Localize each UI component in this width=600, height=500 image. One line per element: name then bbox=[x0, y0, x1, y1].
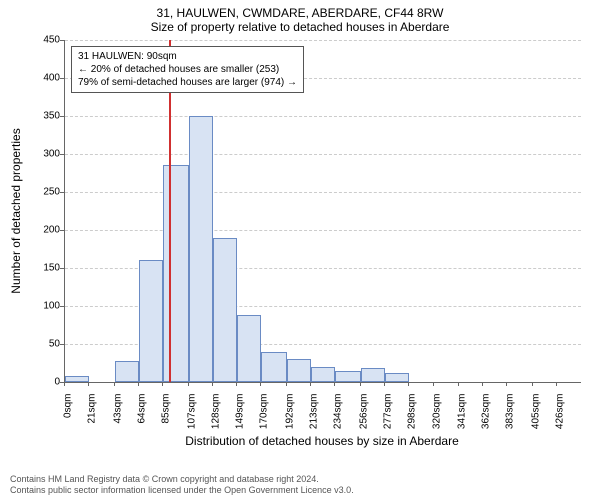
info-box-line: 79% of semi-detached houses are larger (… bbox=[78, 76, 297, 89]
y-tick-label: 50 bbox=[49, 339, 60, 350]
info-box-line: ← 20% of detached houses are smaller (25… bbox=[78, 63, 297, 76]
footer-line-2: Contains public sector information licen… bbox=[10, 485, 354, 495]
grid-line bbox=[65, 154, 581, 155]
y-tick-label: 100 bbox=[43, 301, 60, 312]
histogram-bar bbox=[189, 116, 213, 382]
y-tick-label: 450 bbox=[43, 35, 60, 46]
x-tick-label: 192sqm bbox=[284, 394, 295, 430]
x-tick-label: 277sqm bbox=[382, 394, 393, 430]
histogram-bar bbox=[311, 367, 335, 382]
x-tick-label: 64sqm bbox=[136, 394, 147, 424]
x-tick-mark bbox=[212, 382, 213, 386]
x-tick-label: 85sqm bbox=[161, 394, 172, 424]
y-tick-mark bbox=[60, 306, 64, 307]
x-tick-mark bbox=[64, 382, 65, 386]
chart-container: 31, HAULWEN, CWMDARE, ABERDARE, CF44 8RW… bbox=[0, 0, 600, 500]
histogram-bar bbox=[287, 359, 311, 382]
y-tick-mark bbox=[60, 78, 64, 79]
x-tick-mark bbox=[162, 382, 163, 386]
info-box: 31 HAULWEN: 90sqm← 20% of detached house… bbox=[71, 46, 304, 93]
histogram-bar bbox=[163, 165, 188, 382]
y-tick-label: 300 bbox=[43, 149, 60, 160]
x-tick-mark bbox=[408, 382, 409, 386]
x-tick-mark bbox=[433, 382, 434, 386]
x-tick-mark bbox=[310, 382, 311, 386]
histogram-bar bbox=[361, 368, 385, 382]
x-tick-label: 128sqm bbox=[210, 394, 221, 430]
x-tick-label: 21sqm bbox=[87, 394, 98, 424]
grid-line bbox=[65, 230, 581, 231]
x-tick-mark bbox=[334, 382, 335, 386]
y-tick-mark bbox=[60, 192, 64, 193]
grid-line bbox=[65, 116, 581, 117]
x-tick-label: 107sqm bbox=[186, 394, 197, 430]
x-tick-label: 426sqm bbox=[554, 394, 565, 430]
y-tick-label: 150 bbox=[43, 263, 60, 274]
x-tick-mark bbox=[188, 382, 189, 386]
y-tick-mark bbox=[60, 230, 64, 231]
histogram-bar bbox=[65, 376, 89, 382]
y-tick-label: 400 bbox=[43, 73, 60, 84]
y-axis-label: Number of detached properties bbox=[9, 128, 23, 293]
histogram-bar bbox=[261, 352, 286, 382]
chart-subtitle: Size of property relative to detached ho… bbox=[0, 20, 600, 34]
x-tick-label: 256sqm bbox=[358, 394, 369, 430]
x-tick-label: 341sqm bbox=[456, 394, 467, 430]
y-tick-mark bbox=[60, 116, 64, 117]
y-tick-mark bbox=[60, 154, 64, 155]
y-tick-mark bbox=[60, 344, 64, 345]
x-tick-mark bbox=[286, 382, 287, 386]
x-tick-label: 383sqm bbox=[505, 394, 516, 430]
x-tick-label: 320sqm bbox=[432, 394, 443, 430]
grid-line bbox=[65, 192, 581, 193]
x-tick-mark bbox=[506, 382, 507, 386]
x-tick-label: 0sqm bbox=[63, 394, 74, 418]
histogram-bar bbox=[139, 260, 163, 382]
y-tick-label: 250 bbox=[43, 187, 60, 198]
x-tick-mark bbox=[236, 382, 237, 386]
x-tick-label: 43sqm bbox=[112, 394, 123, 424]
y-tick-label: 200 bbox=[43, 225, 60, 236]
x-tick-mark bbox=[260, 382, 261, 386]
x-tick-label: 405sqm bbox=[530, 394, 541, 430]
histogram-bar bbox=[213, 238, 237, 382]
x-tick-mark bbox=[384, 382, 385, 386]
y-tick-mark bbox=[60, 268, 64, 269]
y-tick-mark bbox=[60, 40, 64, 41]
histogram-bar bbox=[115, 361, 139, 382]
x-tick-mark bbox=[88, 382, 89, 386]
x-tick-mark bbox=[458, 382, 459, 386]
y-tick-label: 350 bbox=[43, 111, 60, 122]
info-box-line: 31 HAULWEN: 90sqm bbox=[78, 50, 297, 63]
plot-area: 31 HAULWEN: 90sqm← 20% of detached house… bbox=[64, 40, 581, 383]
histogram-bar bbox=[237, 315, 261, 382]
x-tick-mark bbox=[138, 382, 139, 386]
chart-title-address: 31, HAULWEN, CWMDARE, ABERDARE, CF44 8RW bbox=[0, 6, 600, 20]
x-tick-mark bbox=[556, 382, 557, 386]
x-tick-mark bbox=[482, 382, 483, 386]
x-tick-label: 362sqm bbox=[480, 394, 491, 430]
x-tick-mark bbox=[532, 382, 533, 386]
footer-line-1: Contains HM Land Registry data © Crown c… bbox=[10, 474, 319, 484]
grid-line bbox=[65, 40, 581, 41]
x-tick-label: 149sqm bbox=[235, 394, 246, 430]
histogram-bar bbox=[335, 371, 360, 382]
x-tick-label: 213sqm bbox=[308, 394, 319, 430]
x-tick-label: 298sqm bbox=[407, 394, 418, 430]
x-tick-label: 234sqm bbox=[333, 394, 344, 430]
x-tick-label: 170sqm bbox=[259, 394, 270, 430]
histogram-bar bbox=[385, 373, 409, 382]
x-axis-label: Distribution of detached houses by size … bbox=[185, 434, 459, 448]
x-tick-mark bbox=[360, 382, 361, 386]
footer-attribution: Contains HM Land Registry data © Crown c… bbox=[10, 474, 590, 496]
x-tick-mark bbox=[114, 382, 115, 386]
